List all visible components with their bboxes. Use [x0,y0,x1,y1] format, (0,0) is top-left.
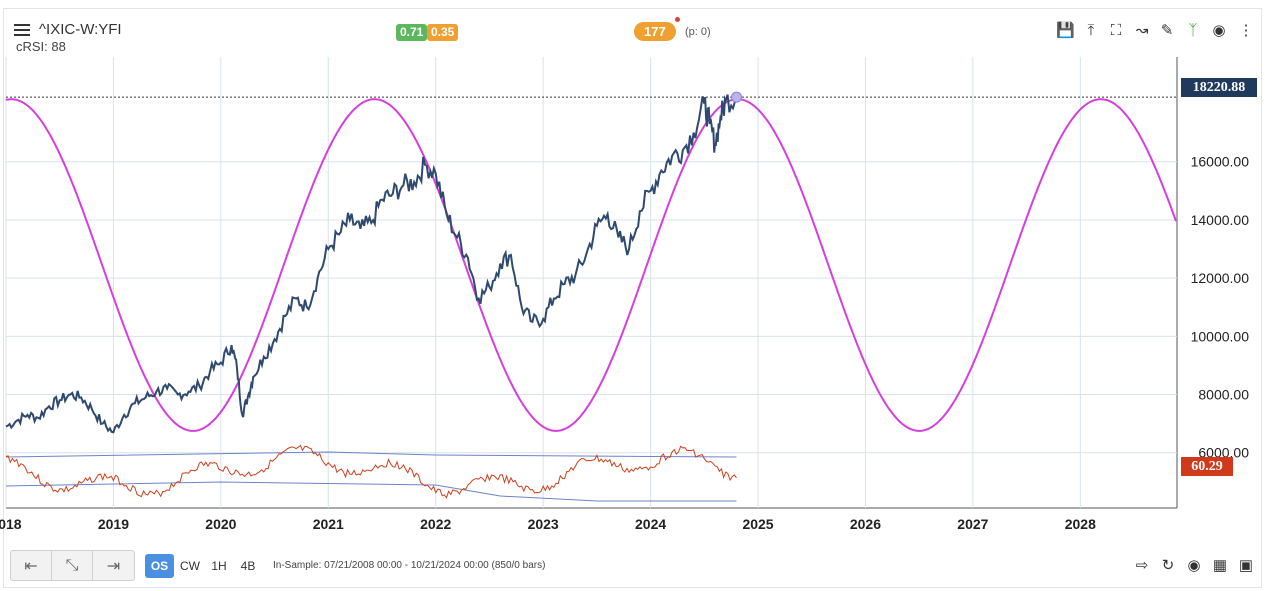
chart-grid [5,57,1178,509]
expand-icon[interactable]: ⤡ [52,551,93,580]
y-tick-label: 6000.00 [1198,445,1249,461]
x-tick-label: 2023 [528,516,559,532]
osc-lower-band [5,481,737,502]
y-tick-label: 12000.00 [1191,270,1250,286]
oscillator-value-label: 60.29 [1181,457,1233,476]
x-tick-label: 2027 [957,516,988,532]
osc-upper-band [5,451,737,458]
x-tick-label: 2020 [205,516,236,532]
y-tick-label: 16000.00 [1191,154,1250,170]
mode-1h[interactable]: 1H [211,559,227,573]
x-tick-label: 2018 [0,516,22,532]
mode-cw[interactable]: CW [180,559,200,573]
chart-frame [3,8,1262,588]
mode-os[interactable]: OS [145,554,174,578]
first-bar-icon[interactable]: ⇤ [11,551,52,580]
pin-icon[interactable]: ⤒ [1087,22,1095,39]
save-icon[interactable]: 💾 [1056,22,1075,39]
oscillator-line [5,444,737,499]
score-badge-green[interactable]: 0.71 [396,24,428,41]
refresh-icon[interactable]: ↻ [1161,557,1175,574]
eye-icon[interactable]: ◉ [1212,22,1226,39]
screenshot-icon[interactable]: ▣ [1238,557,1254,574]
notification-dot [675,17,680,22]
navigation-button-group: ⇤ ⤡ ⇥ [10,550,135,581]
y-tick-label: 14000.00 [1191,212,1250,228]
cycle-sine-line [5,98,1177,432]
last-bar-icon[interactable]: ⇥ [106,557,121,575]
x-tick-label: 2024 [635,516,666,532]
p-count: (p: 0) [685,26,711,38]
insample-text: In-Sample: 07/21/2008 00:00 - 10/21/2024… [273,560,546,571]
x-tick-label: 2022 [420,516,451,532]
cycles-badge[interactable]: 177 [634,22,676,41]
select-icon[interactable]: ▦ [1212,557,1228,574]
price-series-line [5,94,738,434]
x-tick-label: 2025 [742,516,773,532]
x-tick-label: 2026 [850,516,881,532]
symbol-title: ^IXIC-W:YFI [39,21,122,38]
indicator-label: cRSI: 88 [16,39,66,54]
chart-area[interactable]: 2018 2019 2020 2021 2022 2023 2024 2025 2026 2027… [0,0,1265,540]
indent-icon[interactable]: ⇨ [1135,557,1149,574]
x-axis-ticks: 2018 2019 2020 2021 2022 2023 2024 2025 2026 2027… [0,516,1096,532]
score-badge-orange[interactable]: 0.35 [427,24,459,41]
mode-4b[interactable]: 4B [240,559,256,573]
trend-icon[interactable]: ↝ [1135,22,1149,39]
current-price-label: 18220.88 [1181,78,1257,97]
fork-icon[interactable]: ᛉ [1188,22,1198,39]
hamburger-menu-icon[interactable] [14,24,30,36]
more-vert-icon[interactable]: ⋮ [1238,22,1254,39]
draw-icon[interactable]: ✎ [1160,22,1174,39]
y-tick-label: 10000.00 [1191,328,1250,344]
x-tick-label: 2028 [1065,516,1096,532]
fullscreen-icon[interactable]: ⛶ [1110,22,1122,39]
y-tick-label: 8000.00 [1198,387,1249,403]
oscillator-panel [5,444,737,502]
y-axis-ticks: 6000.00 8000.00 10000.00 12000.00 14000.00 16… [1191,154,1250,461]
current-price-marker [731,91,743,103]
x-tick-label: 2021 [313,516,344,532]
x-tick-label: 2019 [98,516,129,532]
eye-icon[interactable]: ◉ [1187,557,1201,574]
